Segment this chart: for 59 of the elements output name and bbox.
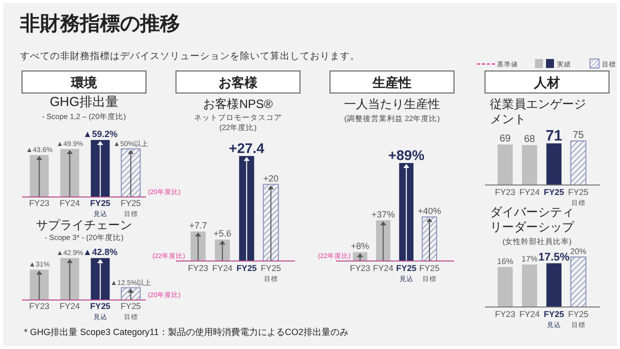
x-tick-label: FY24 xyxy=(373,263,394,273)
text: * GHG排出量 Scope3 Category11：製品の使用時消費電力によるCO2排出量のみ xyxy=(24,327,348,337)
data-label: +40% xyxy=(418,206,442,216)
data-label: ▲59.2% xyxy=(83,129,118,139)
data-label: 16% xyxy=(497,257,514,266)
text: すべての非財務指標はデバイスソリューションを除いて算出しております。 xyxy=(20,50,360,62)
bar xyxy=(239,156,254,261)
x-tick-label: FY24 xyxy=(519,187,540,197)
data-label: 75 xyxy=(572,130,584,141)
x-tick-label: FY25 xyxy=(544,187,564,197)
bar xyxy=(190,231,206,261)
bar xyxy=(60,258,80,300)
data-label: 17.5% xyxy=(538,251,570,264)
chart-title: サプライチェーン xyxy=(36,218,132,232)
bar xyxy=(399,163,414,261)
x-tick-label: FY23 xyxy=(495,187,516,197)
data-label: +37% xyxy=(372,209,395,220)
data-label: +27.4 xyxy=(228,140,265,156)
data-label: 71 xyxy=(546,127,562,144)
x-tick-label: FY23 xyxy=(350,263,370,273)
bar xyxy=(30,270,49,300)
data-label: +20 xyxy=(263,173,279,184)
x-tick-label: FY24 xyxy=(60,198,80,208)
data-label: 69 xyxy=(500,134,512,145)
data-label: +8% xyxy=(350,241,370,252)
data-label: 17% xyxy=(522,254,538,264)
data-label: ▲42.8% xyxy=(83,247,118,258)
x-tick-label: FY24 xyxy=(60,301,80,311)
chart-title: お客様NPS® xyxy=(203,97,273,111)
chart-title: 一人当たり生産性 xyxy=(344,97,440,111)
x-tick-label: FY24 xyxy=(212,263,233,273)
bar xyxy=(120,148,141,198)
bar xyxy=(90,258,110,300)
bar xyxy=(30,155,49,197)
text: お客様 xyxy=(218,75,258,90)
x-tick-label: FY24 xyxy=(519,309,540,319)
data-label: 68 xyxy=(524,134,536,146)
x-tick-label: FY25 xyxy=(236,263,258,273)
text: 環境 xyxy=(70,75,98,90)
x-tick-label: FY23 xyxy=(495,309,516,319)
x-tick-label: FY23 xyxy=(29,301,50,311)
x-tick-label: FY23 xyxy=(188,263,209,273)
data-label: 20% xyxy=(570,247,586,256)
data-label: +7.7 xyxy=(189,220,208,230)
bar xyxy=(60,148,80,197)
x-tick-label: FY23 xyxy=(29,198,50,208)
bar xyxy=(262,184,279,262)
text: 非財務指標の推移 xyxy=(19,13,180,35)
chart-title: 従業員エンゲージメント xyxy=(490,97,586,126)
bar xyxy=(376,220,390,261)
chart-title: GHG排出量 xyxy=(50,94,118,109)
chart-title: ダイバーシティリーダーシップ xyxy=(490,205,575,234)
data-label: +89% xyxy=(388,147,425,163)
data-label: +5.6 xyxy=(213,228,232,239)
text: 生産性 xyxy=(372,75,412,90)
bar xyxy=(422,216,438,262)
bar xyxy=(90,140,110,197)
bar xyxy=(214,240,230,261)
text: 人材 xyxy=(533,75,560,90)
